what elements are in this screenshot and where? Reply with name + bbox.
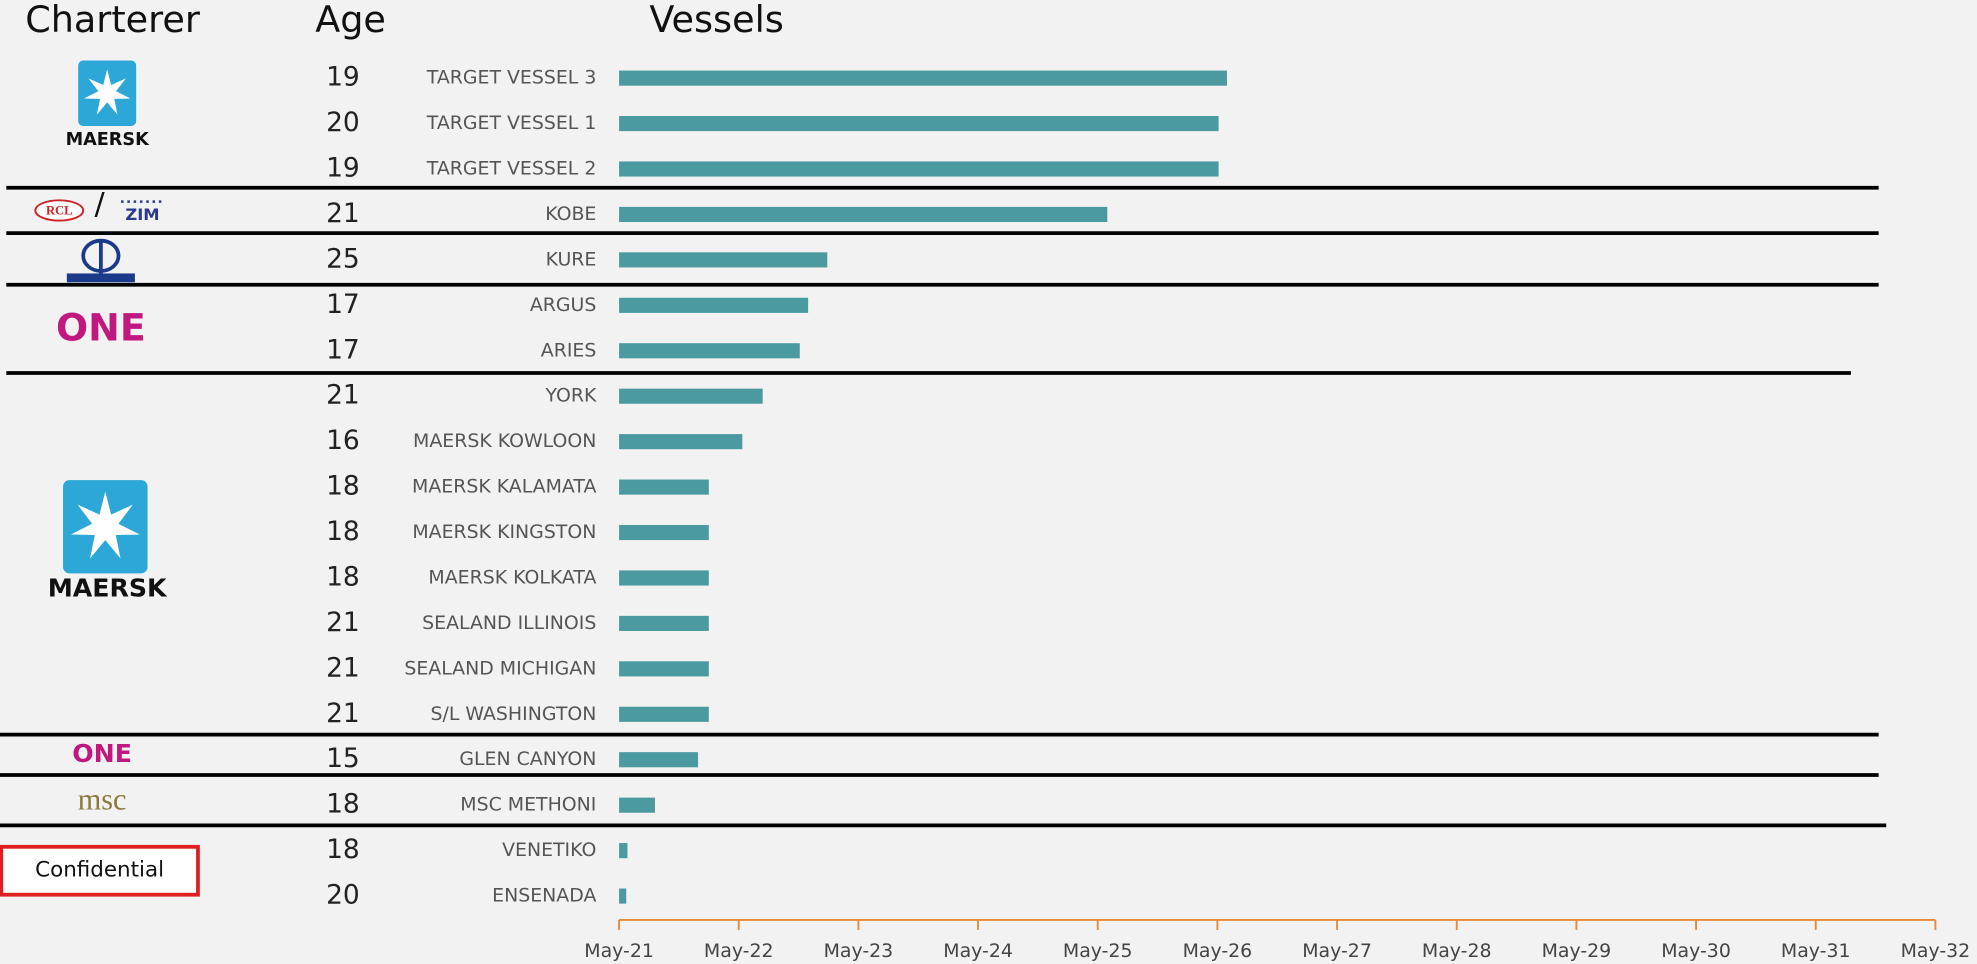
age: 18 bbox=[326, 561, 360, 592]
logo-star bbox=[83, 69, 131, 115]
logo-text: RCL bbox=[46, 204, 73, 218]
vessel-name: MAERSK KINGSTON bbox=[412, 521, 596, 543]
logo-text: MAERSK bbox=[48, 574, 168, 603]
vessel-name: S/L WASHINGTON bbox=[430, 703, 596, 725]
age: 21 bbox=[326, 198, 360, 229]
bar bbox=[619, 843, 628, 859]
logo-text: ONE bbox=[56, 306, 146, 350]
x-tick-label: May-24 bbox=[943, 940, 1013, 962]
bar bbox=[619, 206, 1108, 223]
logo-rcl-zim: RCL / ZIM bbox=[34, 187, 164, 224]
bar bbox=[619, 524, 709, 541]
header-vessels: Vessels bbox=[649, 0, 783, 41]
vessel-name: MSC METHONI bbox=[460, 794, 596, 816]
bar bbox=[619, 661, 709, 677]
logo-cosco bbox=[66, 238, 135, 283]
logo-text: msc bbox=[78, 783, 127, 817]
logo-oval bbox=[34, 199, 85, 222]
vessel-name: KOBE bbox=[545, 203, 596, 225]
logo-one: ONE bbox=[56, 306, 146, 350]
confidential-box bbox=[0, 844, 200, 897]
bar bbox=[619, 161, 1219, 177]
vessel-name: GLEN CANYON bbox=[459, 748, 596, 770]
logo-text: MAERSK bbox=[66, 130, 151, 150]
vessel-name: ARIES bbox=[541, 339, 597, 361]
x-tick-label: May-21 bbox=[584, 940, 654, 962]
vessel-name: MAERSK KOWLOON bbox=[413, 430, 596, 452]
vessel-name: MAERSK KALAMATA bbox=[412, 476, 596, 498]
logo-maersk: MAERSK bbox=[66, 60, 151, 150]
vessel-name: YORK bbox=[544, 385, 597, 407]
logo-msc: msc bbox=[78, 783, 127, 817]
logo-bar bbox=[66, 273, 135, 283]
logo-text: ONE bbox=[72, 739, 132, 768]
age: 21 bbox=[326, 607, 360, 638]
vessel-name: ENSENADA bbox=[492, 885, 596, 907]
vessel-name: SEALAND ILLINOIS bbox=[422, 612, 596, 634]
x-tick-label: May-22 bbox=[704, 940, 774, 962]
age: 18 bbox=[326, 789, 360, 820]
separators bbox=[0, 185, 1887, 828]
age: 17 bbox=[326, 289, 360, 320]
age: 18 bbox=[326, 471, 360, 502]
bar bbox=[619, 388, 763, 404]
bar bbox=[619, 570, 709, 586]
bar bbox=[619, 752, 699, 768]
age: 20 bbox=[326, 880, 360, 911]
age: 21 bbox=[326, 698, 360, 729]
bar bbox=[619, 888, 627, 904]
x-tick-label: May-26 bbox=[1183, 940, 1253, 962]
age: 21 bbox=[326, 380, 360, 411]
age: 16 bbox=[326, 425, 360, 456]
bar bbox=[619, 252, 828, 268]
age: 21 bbox=[326, 652, 360, 683]
bar bbox=[619, 116, 1219, 132]
age: 15 bbox=[326, 743, 360, 774]
vessel-name: VENETIKO bbox=[502, 839, 596, 861]
x-tick-label: May-30 bbox=[1661, 940, 1731, 962]
x-tick-label: May-28 bbox=[1422, 940, 1492, 962]
age: 17 bbox=[326, 334, 360, 365]
x-tick-label: May-23 bbox=[824, 940, 894, 962]
confidential-text: Confidential bbox=[35, 858, 164, 883]
vessel-name: TARGET VESSEL 1 bbox=[426, 112, 597, 134]
vessel-name: SEALAND MICHIGAN bbox=[404, 657, 596, 679]
age: 25 bbox=[326, 243, 360, 274]
x-tick-label: May-27 bbox=[1302, 940, 1372, 962]
age: 18 bbox=[326, 834, 360, 865]
age: 19 bbox=[326, 62, 360, 93]
logo-text: ZIM bbox=[125, 205, 159, 224]
bar bbox=[619, 479, 709, 495]
bar bbox=[619, 70, 1227, 86]
vessel-name: KURE bbox=[546, 248, 597, 270]
x-tick-label: May-32 bbox=[1901, 940, 1971, 962]
vessel-name: MAERSK KOLKATA bbox=[428, 566, 596, 588]
age: 20 bbox=[326, 107, 360, 138]
age: 18 bbox=[326, 516, 360, 547]
bar bbox=[619, 434, 743, 450]
bar bbox=[619, 797, 655, 813]
confidential: Confidential bbox=[0, 844, 200, 897]
x-tick-label: May-31 bbox=[1781, 940, 1851, 962]
vessel-name: TARGET VESSEL 2 bbox=[426, 158, 597, 180]
logo-maersk-large: MAERSK bbox=[48, 480, 168, 603]
bar bbox=[619, 615, 709, 631]
x-tick-label: May-25 bbox=[1063, 940, 1133, 962]
bar bbox=[619, 297, 809, 313]
x-tick-label: May-29 bbox=[1542, 940, 1612, 962]
vessel-name: ARGUS bbox=[530, 294, 597, 316]
logo-text: / bbox=[95, 187, 106, 222]
bar bbox=[619, 706, 709, 722]
logo-star bbox=[70, 491, 140, 559]
vessel-name: TARGET VESSEL 3 bbox=[426, 67, 597, 89]
logo-one-small: ONE bbox=[72, 739, 132, 768]
header-age: Age bbox=[315, 0, 386, 41]
header-charterer: Charterer bbox=[25, 0, 201, 41]
bar bbox=[619, 343, 800, 359]
age: 19 bbox=[326, 153, 360, 184]
